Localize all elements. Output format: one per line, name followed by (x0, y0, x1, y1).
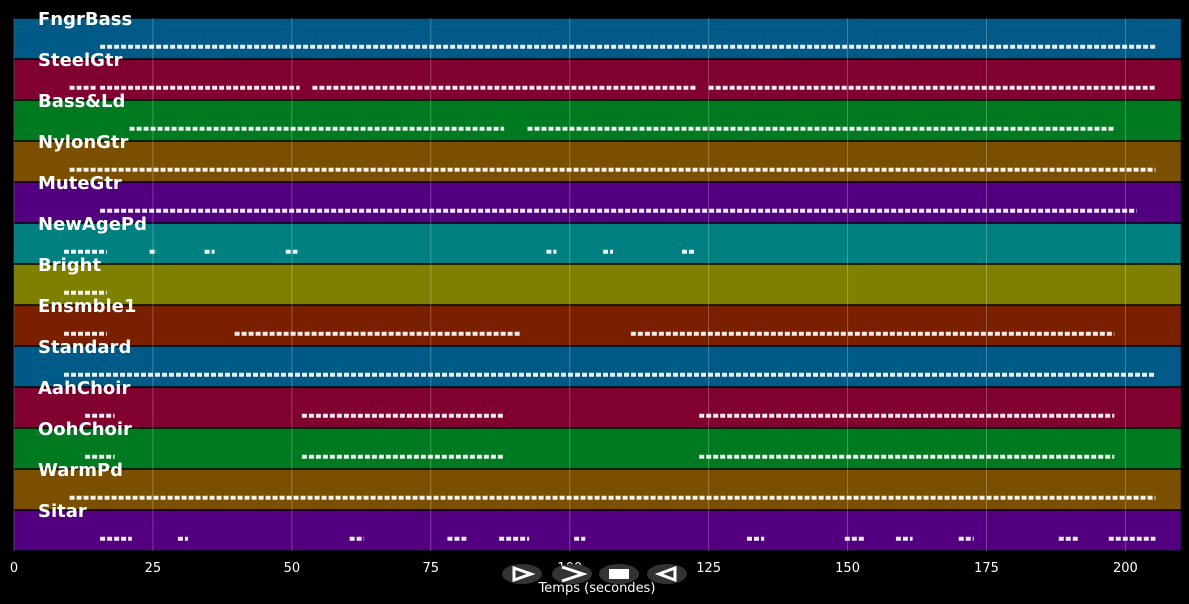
track-name: Standard (38, 337, 131, 358)
stop-button[interactable] (599, 564, 639, 584)
track-band (13, 346, 1182, 387)
track-band (13, 510, 1182, 551)
playback-controls (502, 564, 687, 584)
play-button[interactable] (502, 564, 542, 584)
track-name: MuteGtr (38, 173, 122, 194)
track-name: Bright (38, 255, 101, 276)
track-band (13, 141, 1182, 182)
x-tick-label: 75 (423, 561, 440, 576)
track-band (13, 469, 1182, 510)
track-band (13, 182, 1182, 223)
rewind-button[interactable] (647, 564, 687, 584)
track-name: Ensmble1 (38, 296, 136, 317)
track-name: Sitar (38, 501, 87, 522)
track-name: SteelGtr (38, 50, 123, 71)
track-name: AahChoir (38, 378, 130, 399)
x-tick-label: 200 (1113, 561, 1138, 576)
track-band (13, 264, 1182, 305)
track-band (13, 387, 1182, 428)
x-tick-label: 125 (696, 561, 721, 576)
x-tick-label: 175 (974, 561, 999, 576)
x-axis-label: Temps (secondes) (538, 581, 656, 596)
x-tick-label: 0 (10, 561, 18, 576)
track-name: OohChoir (38, 419, 132, 440)
track-band (13, 428, 1182, 469)
track-name: NylonGtr (38, 132, 129, 153)
track-band (13, 59, 1182, 100)
track-name: FngrBass (38, 9, 132, 30)
track-band (13, 100, 1182, 141)
forward-button[interactable] (552, 564, 592, 584)
track-name: Bass&Ld (38, 91, 125, 112)
track-band (13, 305, 1182, 346)
track-name: WarmPd (38, 460, 123, 481)
x-tick-label: 150 (835, 561, 860, 576)
x-tick-label: 25 (145, 561, 162, 576)
x-tick-label: 50 (284, 561, 301, 576)
track-band (13, 223, 1182, 264)
track-band (13, 18, 1182, 59)
track-name: NewAgePd (38, 214, 147, 235)
